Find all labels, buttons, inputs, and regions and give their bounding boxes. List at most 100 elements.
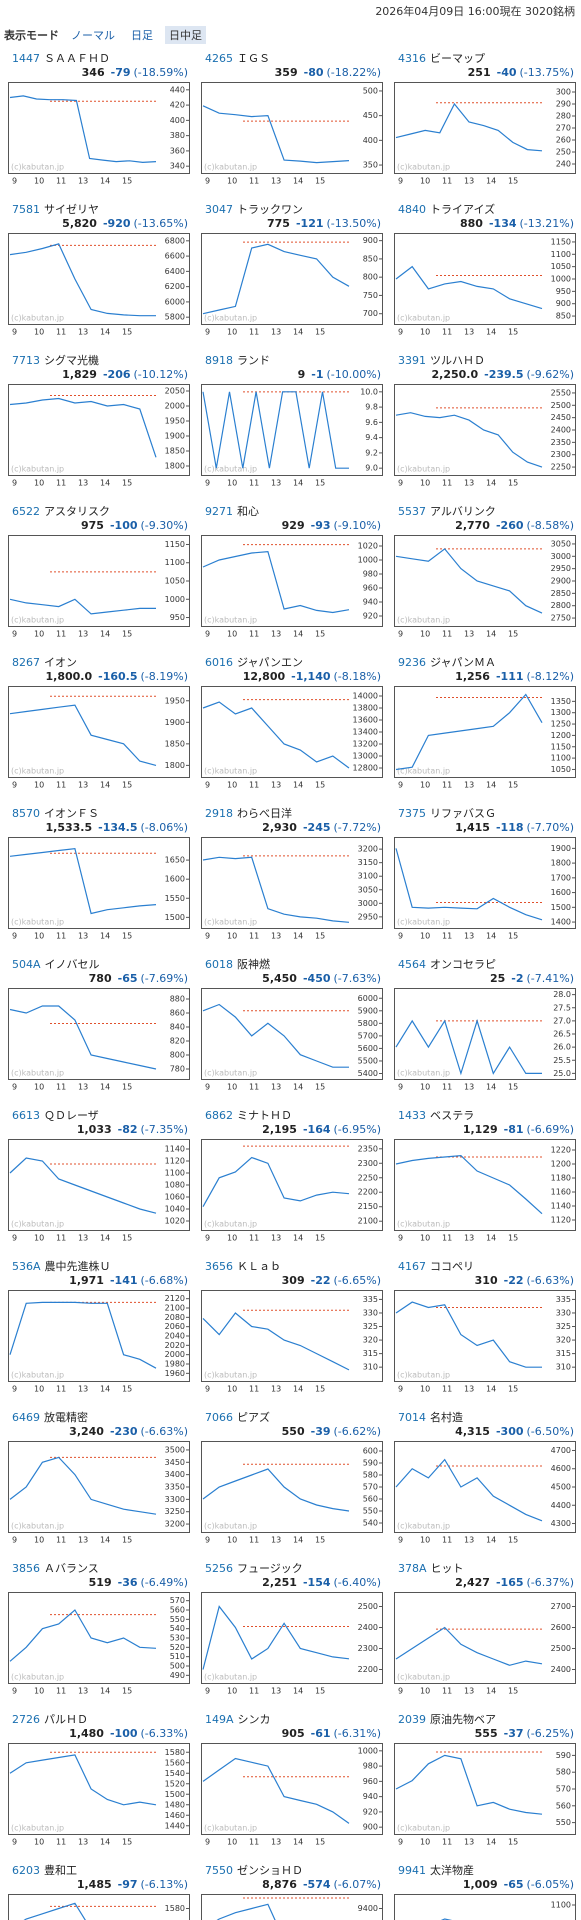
stock-code[interactable]: 6862 [205,1109,233,1122]
stock-name[interactable]: イオンＦＳ [44,807,99,820]
mini-chart[interactable]: 9.0 9.2 9.4 9.6 9.8 10.0 (c)kabutan.jp 9 10 11 13 1… [201,384,383,490]
stock-name[interactable]: イノバセル [44,958,100,971]
stock-name[interactable]: ピアズ [237,1411,270,1424]
stock-name[interactable]: パルＨＤ [44,1713,88,1726]
mini-chart[interactable]: 2400 2500 2600 2700 (c)kabutan.jp 9 10 11 13 14 15 [394,1592,576,1698]
stock-name[interactable]: トラックワン [237,203,303,216]
stock-name[interactable]: アルバリンク [430,505,496,518]
stock-code[interactable]: 4167 [398,1260,426,1273]
mini-chart[interactable]: 1120 1140 1160 1180 1200 1220 (c)kabutan.jp 9 10… [394,1139,576,1245]
stock-cell[interactable]: 4265 ＩＧＳ 359 -80 (-18.22%) 350 400 450 500 (c)kab… [197,46,387,196]
mini-chart[interactable]: 540 550 560 570 580 590 600 (c)kabutan.jp 9 10 11 1… [201,1441,383,1547]
stock-code[interactable]: 4840 [398,203,426,216]
tab[interactable]: ノーマル [71,29,115,42]
stock-name[interactable]: 豊和工 [44,1864,77,1877]
stock-cell[interactable]: 9271 和心 929 -93 (-9.10%) 920 940 960 980 1000 1020… [197,499,387,649]
stock-code[interactable]: 378A [398,1562,427,1575]
stock-cell[interactable]: 4316 ビーマップ 251 -40 (-13.75%) 240 250 260 270 280 2… [390,46,580,196]
mini-chart[interactable]: 850 900 950 1000 1050 1100 1150 (c)kabutan.jp 9 1… [394,233,576,339]
stock-name[interactable]: ビーマップ [430,52,485,65]
stock-code[interactable]: 5256 [205,1562,233,1575]
mini-chart[interactable]: 12800 13000 13200 13400 13600 13800 14000 (c)ka… [201,686,383,792]
stock-code[interactable]: 6613 [12,1109,40,1122]
stock-code[interactable]: 7375 [398,807,426,820]
mini-chart[interactable]: 1800 1850 1900 1950 2000 2050 (c)kabutan.jp 9 10… [8,384,190,490]
stock-code[interactable]: 5537 [398,505,426,518]
stock-name[interactable]: ゼンショＨＤ [237,1864,303,1877]
mini-chart[interactable]: 350 400 450 500 (c)kabutan.jp 9 10 11 13 14 15 [201,82,383,188]
stock-code[interactable]: 7550 [205,1864,233,1877]
stock-cell[interactable]: 8918 ランド 9 -1 (-10.00%) 9.0 9.2 9.4 9.6 9.8 10.0 (c… [197,348,387,498]
mini-chart[interactable]: 340 360 380 400 420 440 (c)kabutan.jp 9 10 11 13 14… [8,82,190,188]
stock-code[interactable]: 8267 [12,656,40,669]
stock-code[interactable]: 7713 [12,354,40,367]
stock-cell[interactable]: 3856 Ａバランス 519 -36 (-6.49%) 490 500 510 520 530 54… [4,1556,194,1706]
stock-code[interactable]: 4564 [398,958,426,971]
stock-code[interactable]: 2726 [12,1713,40,1726]
stock-name[interactable]: シグマ光機 [44,354,99,367]
stock-cell[interactable]: 5537 アルバリンク 2,770 -260 (-8.58%) 2750 2800 2850 2… [390,499,580,649]
mini-chart[interactable]: 2100 2150 2200 2250 2300 2350 (c)kabutan.jp 9 10… [201,1139,383,1245]
mini-chart[interactable]: 1050 1100 1150 1200 1250 1300 1350 (c)kabutan.j… [394,686,576,792]
tab[interactable]: 日足 [131,29,153,42]
stock-name[interactable]: リファバスＧ [430,807,496,820]
stock-code[interactable]: 9941 [398,1864,426,1877]
stock-cell[interactable]: 2726 パルＨＤ 1,480 -100 (-6.33%) 1440 1460 1480 150… [4,1707,194,1857]
stock-name[interactable]: ジャパンＭＡ [430,656,496,669]
stock-code[interactable]: 1433 [398,1109,426,1122]
stock-name[interactable]: オンコセラピ [430,958,496,971]
stock-code[interactable]: 3391 [398,354,426,367]
stock-cell[interactable]: 7066 ピアズ 550 -39 (-6.62%) 540 550 560 570 580 590 6… [197,1405,387,1555]
stock-name[interactable]: 原油先物ベア [430,1713,496,1726]
stock-code[interactable]: 2918 [205,807,233,820]
stock-name[interactable]: 和心 [237,505,259,518]
stock-name[interactable]: 阪神燃 [237,958,270,971]
mini-chart[interactable]: 2750 2800 2850 2900 2950 3000 3050 (c)kabutan.j… [394,535,576,641]
stock-code[interactable]: 504A [12,958,41,971]
stock-cell[interactable]: 504A イノバセル 780 -65 (-7.69%) 780 800 820 840 860 88… [4,952,194,1102]
stock-cell[interactable]: 7014 名村造 4,315 -300 (-6.50%) 4300 4400 4500 4600… [390,1405,580,1555]
stock-code[interactable]: 149A [205,1713,234,1726]
mini-chart[interactable]: 2950 3000 3050 3100 3150 3200 (c)kabutan.jp 9 10… [201,837,383,943]
stock-code[interactable]: 8570 [12,807,40,820]
mini-chart[interactable]: 900 920 940 960 980 1000 (c)kabutan.jp 9 10 11 13 1… [201,1743,383,1849]
stock-code[interactable]: 6203 [12,1864,40,1877]
mini-chart[interactable]: 1020 1040 1060 1080 1100 1120 1140 (c)kabutan.j… [8,1139,190,1245]
stock-name[interactable]: ＳＡＡＦＨＤ [44,52,110,65]
stock-cell[interactable]: 149A シンカ 905 -61 (-6.31%) 900 920 940 960 980 1000… [197,1707,387,1857]
stock-name[interactable]: シンカ [237,1713,271,1726]
mini-chart[interactable]: 550 560 570 580 590 (c)kabutan.jp 9 10 11 13 14 15 [394,1743,576,1849]
stock-name[interactable]: 農中先進株Ｕ [44,1260,111,1273]
stock-name[interactable]: ココペリ [430,1260,474,1273]
stock-cell[interactable]: 6522 アスタリスク 975 -100 (-9.30%) 950 1000 1050 1100… [4,499,194,649]
stock-cell[interactable]: 1433 ベステラ 1,129 -81 (-6.69%) 1120 1140 1160 1180… [390,1103,580,1253]
stock-name[interactable]: 太洋物産 [430,1864,474,1877]
stock-name[interactable]: ＫＬａｂ [237,1260,281,1273]
stock-name[interactable]: 放電精密 [44,1411,88,1424]
mini-chart[interactable]: 2250 2300 2350 2400 2450 2500 2550 (c)kabutan.j… [394,384,576,490]
stock-code[interactable]: 6016 [205,656,233,669]
stock-name[interactable]: トライアイズ [430,203,496,216]
stock-cell[interactable]: 2039 原油先物ベア 555 -37 (-6.25%) 550 560 570 580 590 (… [390,1707,580,1857]
stock-code[interactable]: 7014 [398,1411,426,1424]
stock-cell[interactable]: 8570 イオンＦＳ 1,533.5 -134.5 (-8.06%) 1500 1550 16… [4,801,194,951]
stock-cell[interactable]: 5256 フュージック 2,251 -154 (-6.40%) 2200 2300 2400 2… [197,1556,387,1706]
stock-cell[interactable]: 9236 ジャパンＭＡ 1,256 -111 (-8.12%) 1050 1100 1150 1… [390,650,580,800]
mini-chart[interactable]: 780 800 820 840 860 880 (c)kabutan.jp 9 10 11 13 14… [8,988,190,1094]
stock-cell[interactable]: 3656 ＫＬａｂ 309 -22 (-6.65%) 310 315 320 325 330 335… [197,1254,387,1404]
mini-chart[interactable]: 5400 5500 5600 5700 5800 5900 6000 (c)kabutan.j… [201,988,383,1094]
stock-cell[interactable]: 378A ヒット 2,427 -165 (-6.37%) 2400 2500 2600 2700… [390,1556,580,1706]
stock-cell[interactable]: 1447 ＳＡＡＦＨＤ 346 -79 (-18.59%) 340 360 380 400 420… [4,46,194,196]
stock-name[interactable]: Ａバランス [44,1562,99,1575]
tab[interactable]: 日中足 [165,26,206,44]
stock-code[interactable]: 1447 [12,52,40,65]
stock-cell[interactable]: 8267 イオン 1,800.0 -160.5 (-8.19%) 1800 1850 1900… [4,650,194,800]
